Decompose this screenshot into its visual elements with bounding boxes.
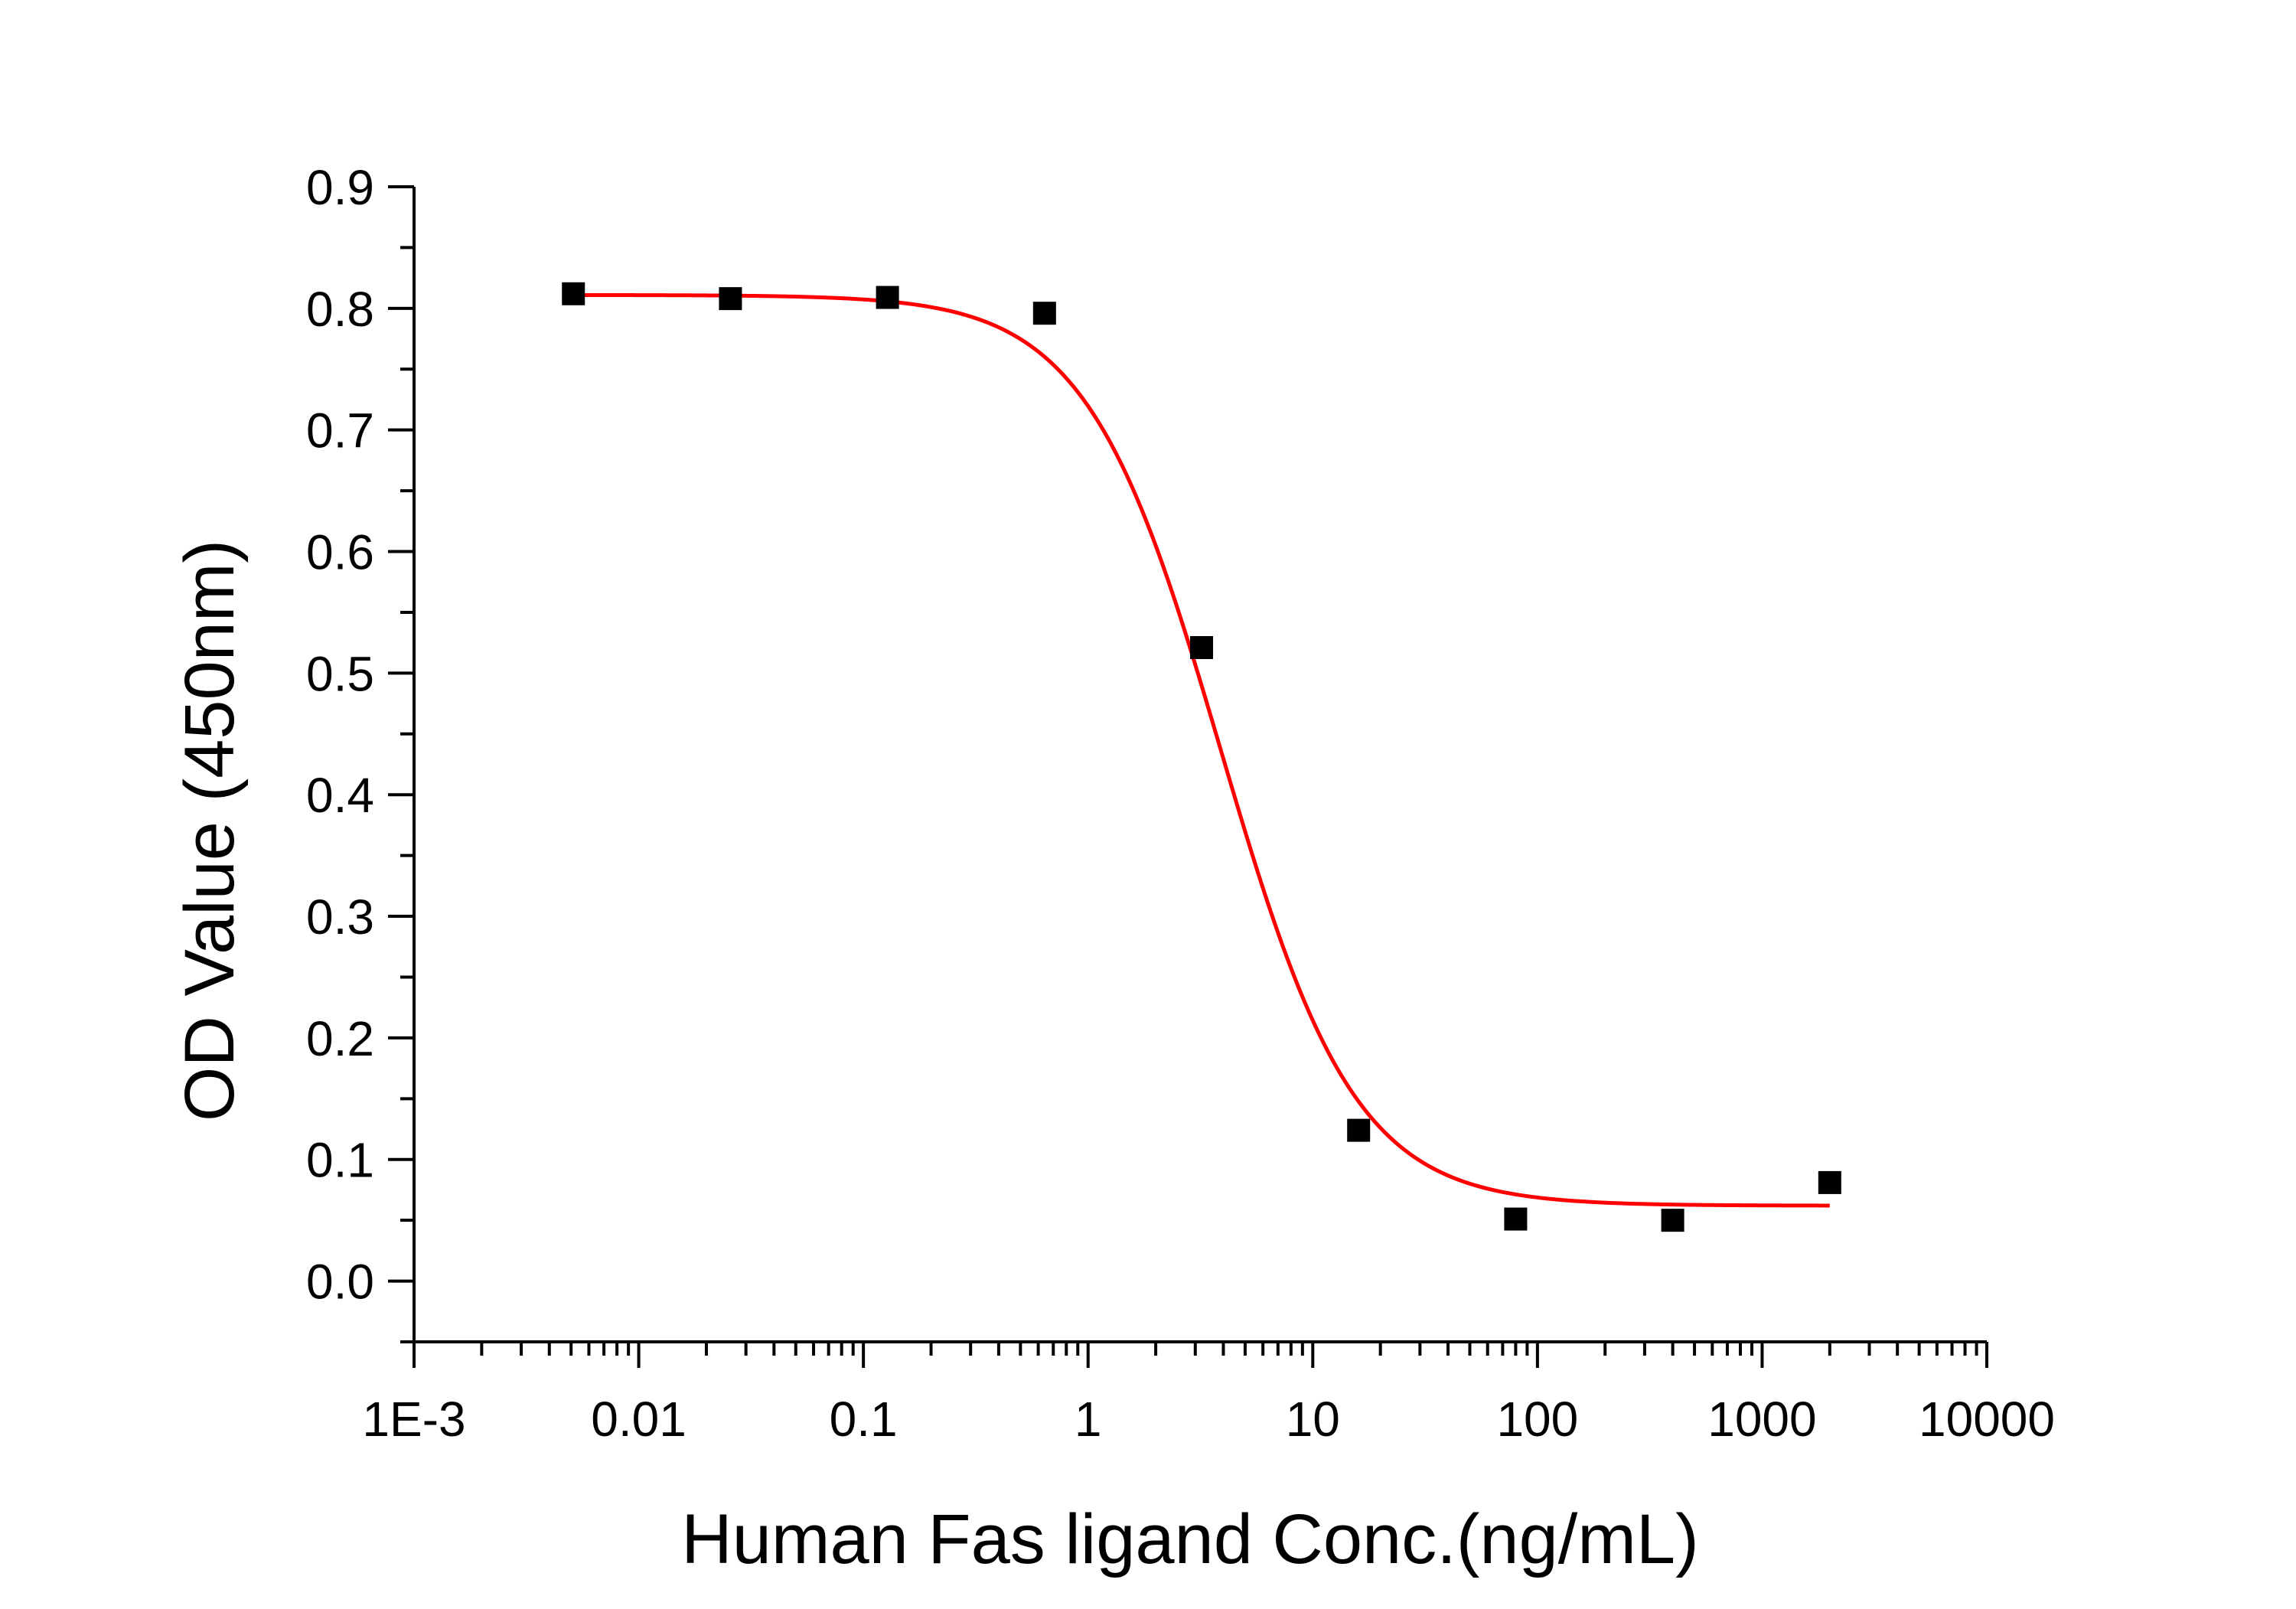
data-point <box>1818 1170 1841 1194</box>
data-point <box>1190 636 1214 660</box>
data-point <box>719 287 742 311</box>
data-point <box>1504 1207 1528 1231</box>
y-tick-label: 0.7 <box>306 403 374 459</box>
data-point <box>1032 302 1056 325</box>
x-tick-label: 0.1 <box>830 1392 898 1447</box>
tick-labels: 0.0 0.1 0.2 0.3 0.4 0.5 0.6 0.7 0.8 0.9 1E-3 0.01 0.… <box>306 160 2055 1447</box>
y-tick-label: 0.1 <box>306 1133 374 1188</box>
x-tick-label: 1 <box>1075 1392 1102 1447</box>
x-tick-label: 100 <box>1496 1392 1578 1447</box>
x-tick-label: 1E-3 <box>362 1392 465 1447</box>
y-tick-label: 0.5 <box>306 646 374 701</box>
fit-curve <box>573 292 1830 1208</box>
x-tick-label: 10 <box>1286 1392 1340 1447</box>
y-tick-label: 0.4 <box>306 768 374 823</box>
y-tick-label: 0.9 <box>306 160 374 215</box>
y-tick-label: 0.6 <box>306 525 374 580</box>
y-tick-label: 0.2 <box>306 1011 374 1066</box>
y-axis-title: OD Value (450nm) <box>171 540 249 1121</box>
ticks <box>388 185 1988 1368</box>
data-point <box>876 286 899 309</box>
x-tick-label: 1000 <box>1707 1392 1816 1447</box>
y-tick-label: 0.8 <box>306 282 374 337</box>
y-tick-label: 0.3 <box>306 889 374 945</box>
x-tick-label: 0.01 <box>591 1392 687 1447</box>
x-tick-label: 10000 <box>1919 1392 2055 1447</box>
fit-curve-layer <box>573 292 1830 1208</box>
y-tick-label: 0.0 <box>306 1255 374 1310</box>
x-axis-title: Human Fas ligand Conc.(ng/mL) <box>681 1500 1698 1578</box>
data-point <box>1347 1118 1371 1142</box>
data-point <box>562 282 585 305</box>
axes <box>413 187 1987 1343</box>
data-points <box>562 282 1841 1232</box>
data-point <box>1661 1209 1684 1232</box>
